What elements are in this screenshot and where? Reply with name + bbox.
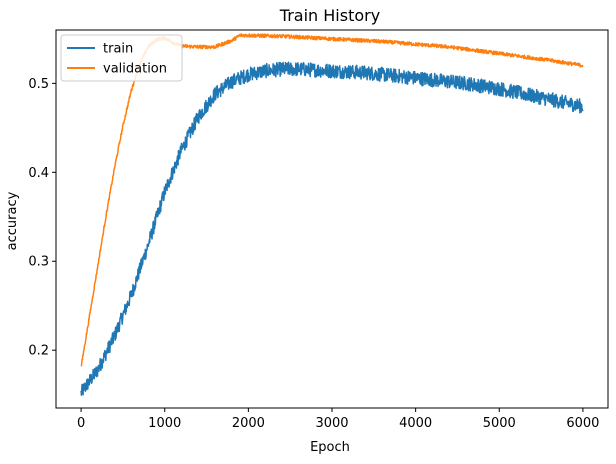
series-line-train xyxy=(80,61,584,396)
y-tick-label: 0.4 xyxy=(28,166,49,181)
x-tick-label: 5000 xyxy=(483,416,516,431)
x-tick-label: 2000 xyxy=(232,416,265,431)
legend: train validation xyxy=(60,34,183,82)
x-tick-label: 0 xyxy=(77,416,85,431)
y-tick-label: 0.3 xyxy=(28,255,49,270)
plot-frame xyxy=(55,29,609,409)
ticks-layer: 0 1000 2000 3000 4000 5000 6000 0.2 0.3 0.4 0.5 xyxy=(28,77,599,431)
y-axis-title: accuracy xyxy=(5,191,20,250)
y-tick-label: 0.2 xyxy=(28,344,49,359)
x-tick-label: 3000 xyxy=(315,416,348,431)
chart-title: Train History xyxy=(279,6,380,25)
x-tick-label: 6000 xyxy=(566,416,599,431)
legend-box xyxy=(60,34,183,82)
x-tick-label: 4000 xyxy=(399,416,432,431)
legend-label-train: train xyxy=(103,42,133,57)
y-tick-label: 0.5 xyxy=(28,77,49,92)
legend-label-validation: validation xyxy=(103,62,167,77)
x-axis-title: Epoch xyxy=(310,440,350,455)
x-tick-label: 1000 xyxy=(148,416,181,431)
